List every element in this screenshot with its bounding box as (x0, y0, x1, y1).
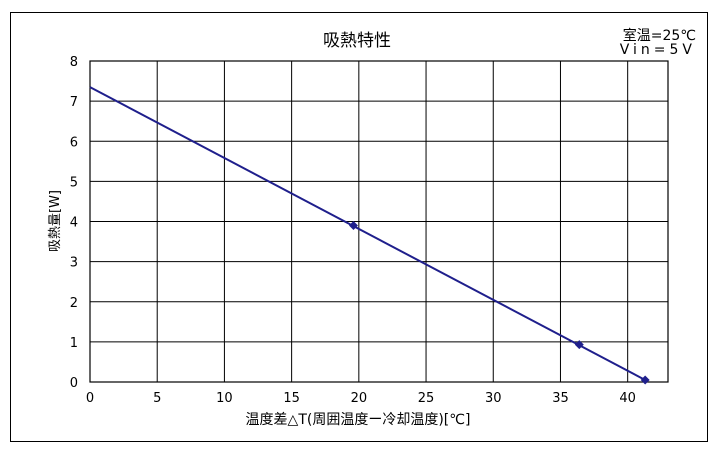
y-tick-label: 5 (70, 175, 78, 190)
y-axis-label: 吸熱量[W] (48, 190, 63, 252)
x-tick-label: 15 (283, 391, 300, 406)
y-tick-label: 7 (70, 95, 78, 110)
x-tick-label: 5 (153, 391, 161, 406)
x-axis-label: 温度差△T(周囲温度ー冷却温度)[℃] (246, 412, 471, 428)
chart-frame (10, 12, 708, 442)
data-point-marker (640, 375, 650, 385)
x-tick-label: 0 (86, 391, 94, 406)
data-point-marker (348, 221, 358, 231)
x-tick-label: 35 (552, 391, 569, 406)
y-tick-label: 1 (70, 336, 78, 351)
y-tick-label: 4 (70, 216, 78, 231)
plot-border (89, 60, 669, 383)
data-point-marker (574, 340, 584, 350)
plot-area: 0 5 10 15 20 25 30 35 40 0 1 2 3 4 5 6 7 8 (70, 55, 669, 406)
x-tick-label: 25 (418, 391, 435, 406)
annotation-room-temp: 室温=25℃ (623, 27, 696, 44)
y-tick-label: 8 (70, 55, 78, 70)
chart-title: 吸熱特性 (323, 31, 391, 51)
x-tick-label: 30 (485, 391, 502, 406)
x-tick-label: 20 (351, 391, 368, 406)
x-tick-label: 10 (216, 391, 233, 406)
y-tick-label: 3 (70, 256, 78, 271)
series-line (89, 86, 646, 381)
y-tick-label: 0 (70, 376, 78, 391)
annotation-vin: Vin=5V (620, 42, 696, 58)
y-tick-label: 2 (70, 296, 78, 311)
y-tick-label: 6 (70, 135, 78, 150)
x-tick-label: 40 (619, 391, 636, 406)
